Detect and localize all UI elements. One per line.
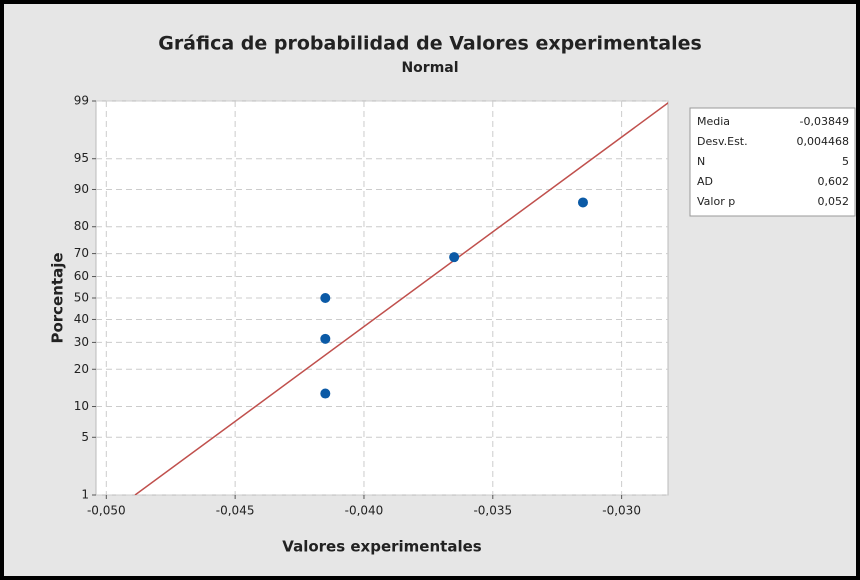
y-tick-label: 5 xyxy=(81,430,89,444)
stats-box xyxy=(689,107,856,217)
chart-title: Gráfica de probabilidad de Valores exper… xyxy=(158,33,702,55)
stat-value: 5 xyxy=(842,155,849,168)
x-tick-label: -0,050 xyxy=(87,504,126,518)
stat-name: N xyxy=(697,155,705,168)
y-tick-label: 95 xyxy=(74,151,89,165)
data-point xyxy=(577,197,588,208)
x-tick-label: -0,035 xyxy=(473,504,512,518)
y-axis-label: Porcentaje xyxy=(49,252,67,343)
y-tick-label: 1 xyxy=(81,488,89,502)
stat-name: Desv.Est. xyxy=(697,135,748,148)
data-point xyxy=(320,333,331,344)
y-tick-label: 70 xyxy=(74,246,89,260)
chart-subtitle: Normal xyxy=(401,60,458,76)
stat-name: AD xyxy=(697,175,713,188)
y-tick-label: 90 xyxy=(74,182,89,196)
y-tick-label: 99 xyxy=(74,94,89,108)
y-tick-label: 50 xyxy=(74,291,89,305)
stat-value: 0,004468 xyxy=(797,135,850,148)
y-tick-label: 20 xyxy=(74,362,89,376)
stat-name: Media xyxy=(697,115,730,128)
stat-value: 0,052 xyxy=(818,195,850,208)
stat-name: Valor p xyxy=(697,195,735,208)
stat-value: 0,602 xyxy=(818,175,850,188)
y-tick-label: 10 xyxy=(74,399,89,413)
x-axis-label: Valores experimentales xyxy=(282,538,481,556)
y-tick-label: 80 xyxy=(74,219,89,233)
data-point xyxy=(320,388,331,399)
y-tick-label: 60 xyxy=(74,269,89,283)
y-tick-label: 40 xyxy=(74,312,89,326)
stat-value: -0,03849 xyxy=(800,115,849,128)
y-tick-label: 30 xyxy=(74,335,89,349)
x-tick-label: -0,045 xyxy=(216,504,255,518)
fit-line xyxy=(134,102,668,495)
data-point xyxy=(320,293,331,303)
data-point xyxy=(449,252,460,263)
x-tick-label: -0,040 xyxy=(345,504,384,518)
x-tick-label: -0,030 xyxy=(602,504,641,518)
